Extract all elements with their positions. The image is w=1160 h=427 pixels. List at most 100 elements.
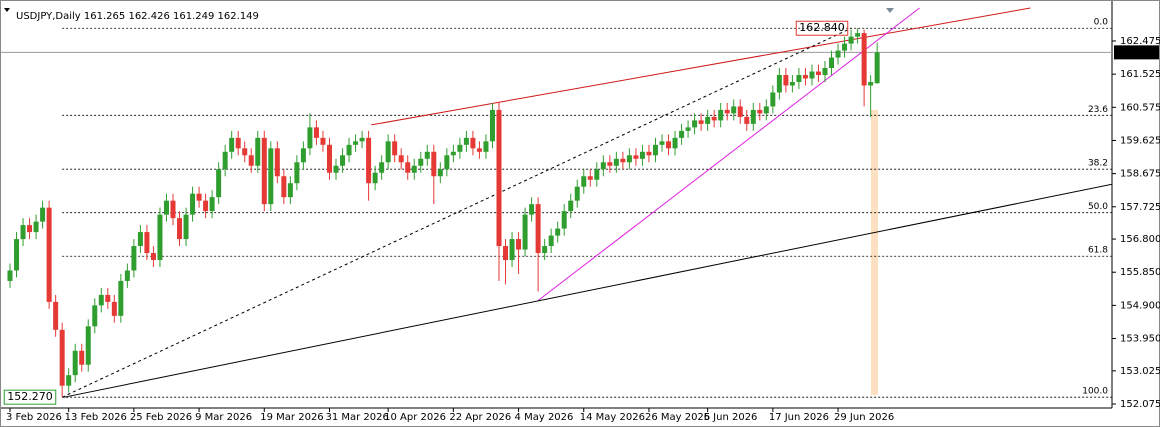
candle-body <box>203 200 209 212</box>
candle-body <box>763 106 769 114</box>
candle-body <box>470 137 476 149</box>
candle-body <box>14 239 20 271</box>
candle-body <box>196 193 202 201</box>
current-price-tag <box>1114 45 1159 60</box>
candle-body <box>489 109 495 142</box>
candle-body <box>235 137 241 149</box>
y-tick-label: 157.725 <box>1120 202 1160 213</box>
candle-body <box>685 127 691 131</box>
candle-body <box>639 151 645 159</box>
candle-body <box>137 232 143 247</box>
candle-body <box>405 162 411 173</box>
candle-body <box>698 120 704 124</box>
candle-body <box>59 329 65 386</box>
candle-body <box>346 144 352 156</box>
candle-body <box>33 221 39 233</box>
period-highlight <box>871 110 878 395</box>
candle-body <box>659 141 665 145</box>
y-tick-label: 160.575 <box>1120 102 1160 113</box>
candle-body <box>431 151 437 177</box>
candle-body <box>737 106 743 117</box>
fibo-label: 0.0 <box>1094 18 1109 28</box>
candle-body <box>46 207 52 302</box>
candle-body <box>555 228 561 236</box>
high-label: 162.840 <box>799 21 845 34</box>
candle-body <box>255 137 261 166</box>
candle-body <box>66 375 72 386</box>
candle-body <box>646 151 652 156</box>
candle-body <box>463 137 469 145</box>
y-tick-label: 162.475 <box>1120 36 1160 47</box>
candle-body <box>626 155 632 163</box>
candle-body <box>183 214 189 240</box>
candle-body <box>548 235 554 247</box>
low-value: 161.249 <box>173 11 214 22</box>
candle-body <box>594 169 600 180</box>
x-tick-label: 25 Feb 2026 <box>130 412 192 423</box>
candle-body <box>242 148 248 156</box>
candle-body <box>353 141 359 145</box>
candle-body <box>105 294 111 302</box>
x-tick-label: 19 Mar 2026 <box>260 412 323 423</box>
symbol: USDJPY,Daily <box>16 11 81 22</box>
candle-body <box>229 137 235 152</box>
candle-body <box>150 253 156 261</box>
candle-body <box>705 116 711 124</box>
candle-body <box>457 144 463 152</box>
candle-body <box>111 301 117 316</box>
x-tick-label: 5 Jun 2026 <box>704 412 758 423</box>
candle-body <box>294 162 300 184</box>
candle-body <box>522 214 528 250</box>
y-tick-label: 156.800 <box>1120 234 1160 245</box>
candle-body <box>496 109 502 247</box>
candle-body <box>340 155 346 166</box>
shift-marker <box>886 8 894 13</box>
candle-body <box>261 137 267 205</box>
candle-body <box>476 148 482 152</box>
x-tick-label: 17 Jun 2026 <box>769 412 829 423</box>
candle-body <box>359 137 365 142</box>
fibo-label: 50.0 <box>1088 202 1108 212</box>
candle-body <box>190 193 196 215</box>
candle-body <box>666 141 672 149</box>
fibo-label: 61.8 <box>1088 246 1108 256</box>
candle-body <box>724 109 730 114</box>
trendline <box>64 183 1112 398</box>
candle-body <box>503 246 509 261</box>
y-tick-label: 155.850 <box>1120 267 1160 278</box>
candle-body <box>157 214 163 261</box>
x-tick-label: 26 May 2026 <box>645 412 710 423</box>
candle-body <box>40 207 46 222</box>
candle-body <box>581 176 587 187</box>
candle-body <box>72 350 78 376</box>
candle-body <box>835 50 841 58</box>
candle-body <box>437 169 443 177</box>
candle-body <box>53 301 59 330</box>
candle-body <box>385 141 391 163</box>
candle-body <box>177 218 183 240</box>
x-tick-label: 22 Apr 2026 <box>449 412 511 423</box>
candle-body <box>379 162 385 173</box>
y-tick-label: 153.025 <box>1120 366 1160 377</box>
candle-body <box>163 200 169 215</box>
candle-body <box>326 144 332 173</box>
candle-body <box>718 109 724 121</box>
candle-body <box>613 158 619 166</box>
x-tick-label: 29 Jun 2026 <box>834 412 894 423</box>
candle-body <box>509 239 515 261</box>
candle-body <box>281 176 287 198</box>
candle-body <box>170 200 176 219</box>
candle-body <box>770 92 776 107</box>
candle-body <box>144 232 150 254</box>
candle-body <box>450 151 456 156</box>
candle-body <box>85 326 91 365</box>
candle-body <box>333 165 339 173</box>
candle-body <box>248 155 254 166</box>
open-value: 161.265 <box>84 11 125 22</box>
candle-body <box>868 81 874 86</box>
candle-body <box>750 109 756 124</box>
low-label-box <box>3 389 57 405</box>
candle-body <box>731 106 737 114</box>
candle-body <box>842 43 848 51</box>
y-tick-label: 152.075 <box>1120 399 1160 410</box>
